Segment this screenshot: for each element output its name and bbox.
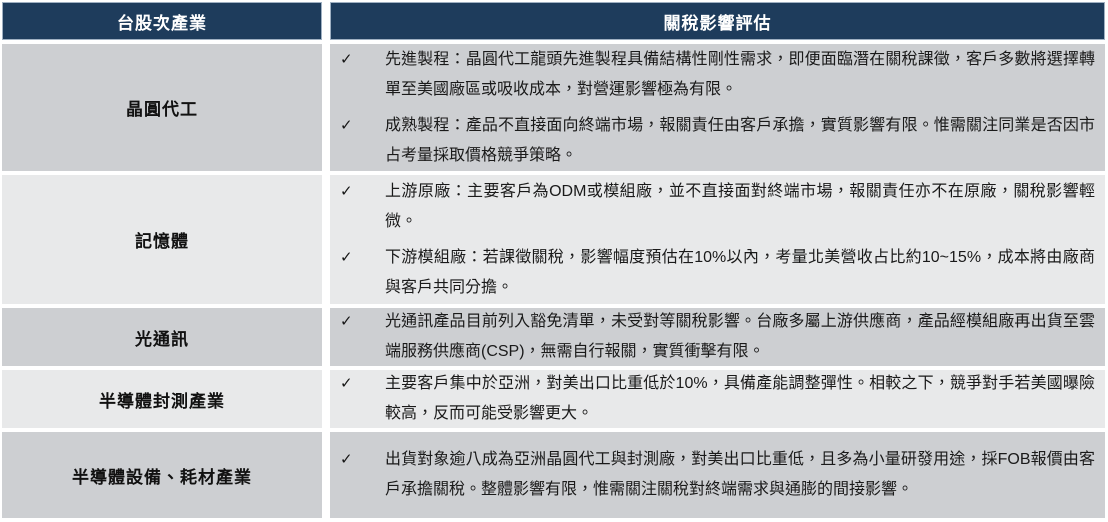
checkmark-icon: ✓ — [340, 182, 353, 200]
checkmark-icon: ✓ — [340, 451, 353, 468]
industry-cell: 半導體設備、耗材產業 — [2, 432, 322, 518]
bullet-item: ✓ 下游模組廠：若課徵關稅，影響幅度預估在10%以內，考量北美營收占比約10~1… — [336, 243, 1095, 303]
assessment-cell: ✓ 出貨對象逾八成為亞洲晶圓代工與封測廠，對美出口比重低，且多為小量研發用途，採… — [330, 432, 1105, 518]
bullet-item: ✓ 主要客戶集中於亞洲，對美出口比重低於10%，具備產能調整彈性。相較之下，競爭… — [336, 369, 1095, 429]
bullet-text: 出貨對象逾八成為亞洲晶圓代工與封測廠，對美出口比重低，且多為小量研發用途，採FO… — [385, 451, 1095, 498]
bullet-item: ✓ 出貨對象逾八成為亞洲晶圓代工與封測廠，對美出口比重低，且多為小量研發用途，採… — [336, 445, 1095, 505]
bullet-text: 主要客戶集中於亞洲，對美出口比重低於10%，具備產能調整彈性。相較之下，競爭對手… — [385, 375, 1095, 422]
checkmark-icon: ✓ — [340, 116, 353, 134]
bullet-item: ✓ 上游原廠：主要客戶為ODM或模組廠，並不直接面對終端市場，報關責任亦不在原廠… — [336, 177, 1095, 237]
assessment-cell: ✓ 先進製程：晶圓代工龍頭先進製程具備結構性剛性需求，即便面臨潛在關稅課徵，客戶… — [330, 44, 1105, 171]
industry-cell: 光通訊 — [2, 308, 322, 366]
bullet-item: ✓ 成熟製程：產品不直接面向終端市場，報關責任由客戶承擔，實質影響有限。惟需關注… — [336, 111, 1095, 171]
checkmark-icon: ✓ — [340, 50, 353, 68]
industry-cell: 記憶體 — [2, 175, 322, 304]
bullet-item: ✓ 先進製程：晶圓代工龍頭先進製程具備結構性剛性需求，即便面臨潛在關稅課徵，客戶… — [336, 45, 1095, 105]
assessment-cell: ✓ 光通訊產品目前列入豁免清單，未受對等關稅影響。台廠多屬上游供應商，產品經模組… — [330, 308, 1105, 366]
bullet-item: ✓ 光通訊產品目前列入豁免清單，未受對等關稅影響。台廠多屬上游供應商，產品經模組… — [336, 307, 1095, 367]
bullet-text: 光通訊產品目前列入豁免清單，未受對等關稅影響。台廠多屬上游供應商，產品經模組廠再… — [385, 313, 1095, 360]
column-header-assessment: 關稅影響評估 — [330, 2, 1105, 40]
industry-cell: 晶圓代工 — [2, 44, 322, 171]
bullet-text: 成熟製程：產品不直接面向終端市場，報關責任由客戶承擔，實質影響有限。惟需關注同業… — [385, 116, 1095, 164]
column-header-industry: 台股次產業 — [2, 2, 322, 40]
industry-cell: 半導體封測產業 — [2, 370, 322, 428]
assessment-cell: ✓ 主要客戶集中於亞洲，對美出口比重低於10%，具備產能調整彈性。相較之下，競爭… — [330, 370, 1105, 428]
checkmark-icon: ✓ — [340, 248, 353, 266]
checkmark-icon: ✓ — [340, 375, 353, 392]
checkmark-icon: ✓ — [340, 313, 353, 330]
bullet-text: 先進製程：晶圓代工龍頭先進製程具備結構性剛性需求，即便面臨潛在關稅課徵，客戶多數… — [385, 50, 1095, 98]
assessment-cell: ✓ 上游原廠：主要客戶為ODM或模組廠，並不直接面對終端市場，報關責任亦不在原廠… — [330, 175, 1105, 304]
bullet-text: 下游模組廠：若課徵關稅，影響幅度預估在10%以內，考量北美營收占比約10~15%… — [385, 248, 1095, 296]
bullet-text: 上游原廠：主要客戶為ODM或模組廠，並不直接面對終端市場，報關責任亦不在原廠，關… — [385, 182, 1095, 230]
